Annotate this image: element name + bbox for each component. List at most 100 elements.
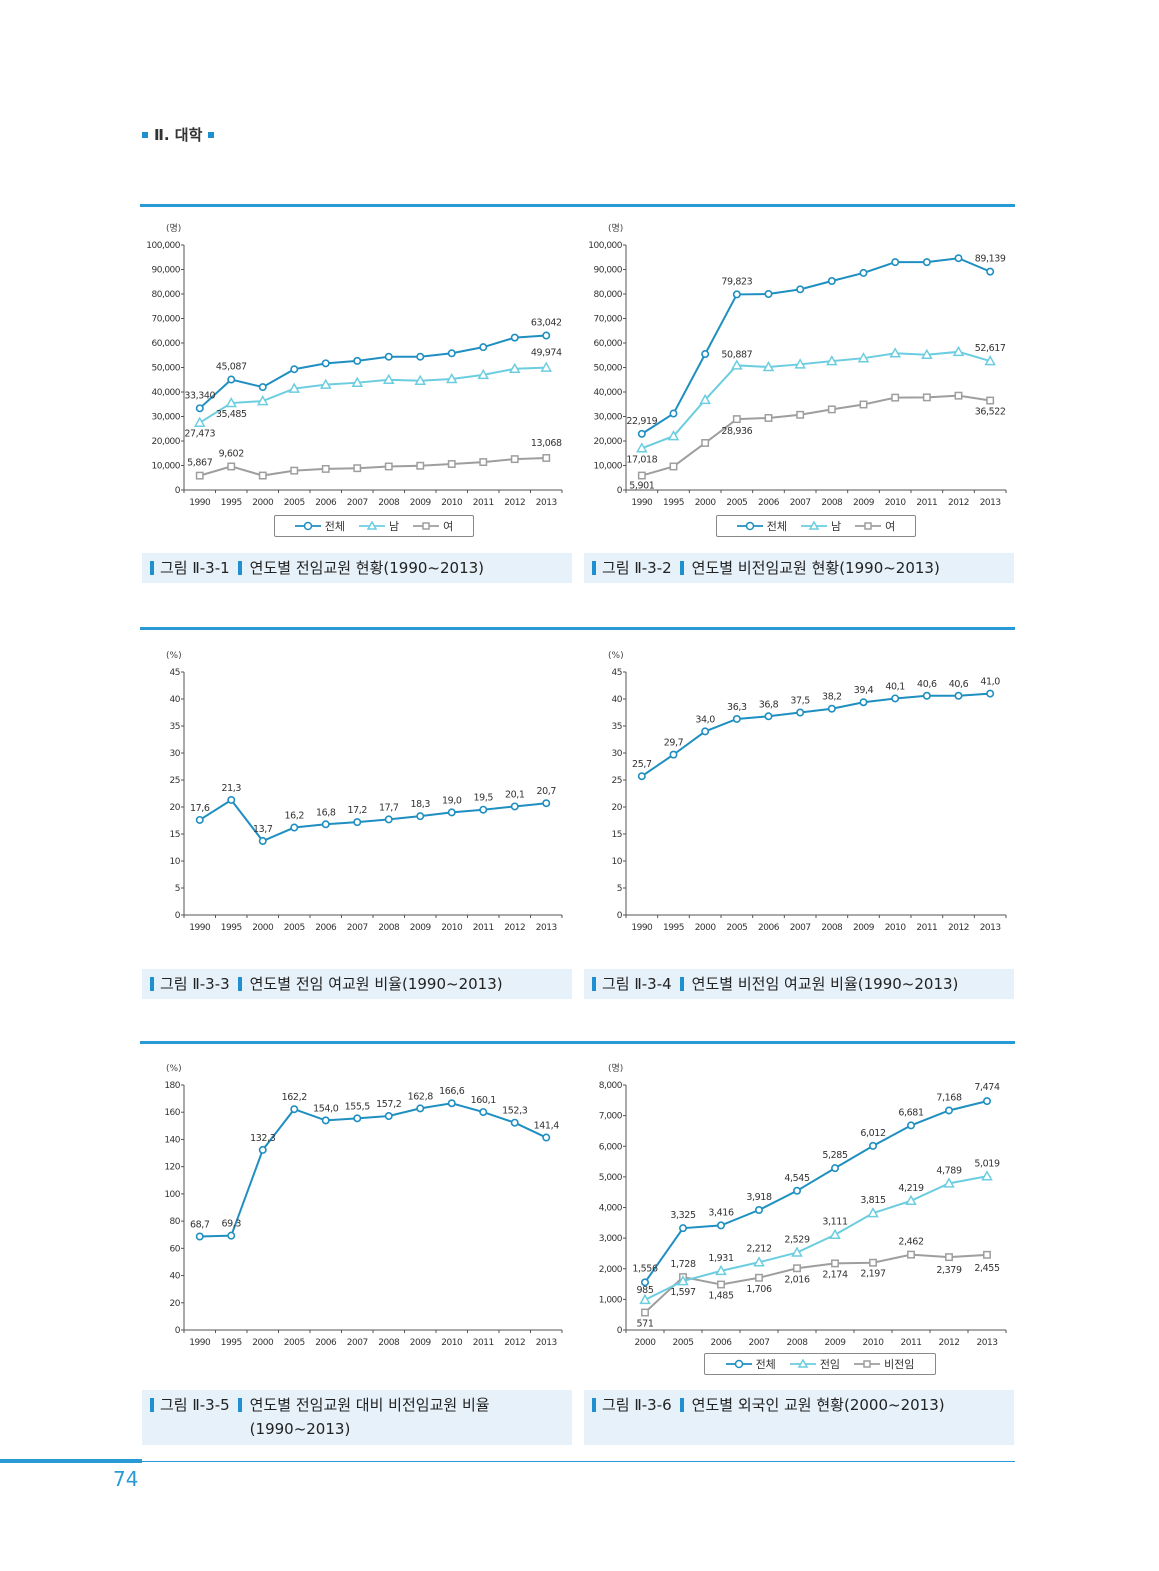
data-label: 36,522 [975, 407, 1006, 418]
data-point [321, 820, 330, 829]
y-tick-label: 50,000 [594, 364, 623, 374]
series-line [644, 1175, 988, 1301]
y-tick-label: 0 [175, 911, 181, 921]
x-tick-label: 2010 [863, 1338, 885, 1348]
x-tick-label: 2011 [916, 498, 937, 508]
x-tick-label: 2012 [504, 923, 525, 933]
chart-fig2: (명) 0 10,000 20,000 30,000 40,000 50,000 60,000… [588, 223, 1007, 508]
data-point [353, 464, 362, 473]
legend-item: 전체 [294, 518, 345, 534]
data-point [290, 823, 299, 832]
data-label: 68,7 [190, 1219, 210, 1230]
data-point [859, 400, 868, 409]
x-tick-label: 2011 [901, 1338, 922, 1348]
chart-panel-fig5: (%) 0 20 40 60 80 100 120 140 160 180 1990 1995 2000 2… [140, 1054, 570, 1354]
data-label: 1,728 [670, 1259, 696, 1270]
data-label: 49,974 [531, 348, 562, 359]
y-tick-label: 40 [170, 695, 181, 705]
data-point [717, 1280, 725, 1289]
series-line [641, 394, 991, 477]
data-label: 50,887 [721, 349, 752, 360]
y-tick-label: 180 [164, 1081, 180, 1091]
x-tick-label: 2010 [885, 923, 907, 933]
data-point [905, 1194, 917, 1206]
data-label: 63,042 [531, 318, 562, 329]
series-line [641, 692, 991, 778]
y-tick-label: 80,000 [152, 290, 181, 300]
y-tick-label: 120 [164, 1163, 180, 1173]
legend-item: 전체 [736, 518, 787, 534]
y-tick-label: 140 [164, 1135, 180, 1145]
caption-bar-icon [150, 977, 154, 991]
legend-label: 비전임 [884, 1358, 915, 1371]
data-label: 2,174 [822, 1269, 848, 1280]
unit-label: (%) [608, 651, 624, 661]
data-point [983, 1250, 991, 1259]
y-tick-label: 20 [170, 1299, 181, 1309]
data-label: 2,455 [974, 1263, 1000, 1274]
triangle-marker-icon [359, 521, 385, 530]
y-tick-label: 40 [170, 1272, 181, 1282]
data-label: 155,5 [345, 1101, 371, 1112]
data-label: 19,0 [442, 795, 462, 806]
caption-bar-icon [679, 977, 684, 991]
y-tick-label: 100 [164, 1190, 180, 1200]
chart-fig6: (명) 0 1,000 2,000 3,000 4,000 5,000 6,000 7,000 8… [599, 1063, 1007, 1348]
data-label: 1,706 [746, 1284, 772, 1295]
data-point [982, 1097, 991, 1106]
y-tick-label: 5,000 [599, 1173, 623, 1183]
y-tick-label: 70,000 [152, 315, 181, 325]
data-point [796, 410, 805, 419]
data-point [542, 1133, 551, 1142]
caption-label: 그림 Ⅱ-3-2 [602, 559, 672, 577]
data-label: 1,485 [708, 1291, 734, 1302]
data-point [981, 1170, 993, 1181]
data-label: 152,3 [502, 1106, 528, 1117]
data-label: 40,6 [917, 679, 937, 690]
y-tick-label: 0 [175, 1326, 181, 1336]
chart-panel-fig1: (명) 0 10,000 20,000 30,000 40,000 50,000 60,000… [140, 218, 570, 548]
x-tick-label: 2012 [939, 1338, 960, 1348]
y-tick-label: 10 [612, 857, 623, 867]
data-label: 4,545 [784, 1173, 810, 1184]
x-tick-label: 2013 [980, 923, 1001, 933]
y-tick-label: 1,000 [599, 1295, 623, 1305]
data-point [922, 691, 931, 700]
y-tick-label: 30,000 [594, 413, 623, 423]
data-label: 162,8 [408, 1091, 434, 1102]
data-point [921, 348, 933, 360]
x-tick-label: 2007 [347, 1338, 368, 1348]
data-point [791, 1246, 803, 1257]
data-label: 13,7 [253, 824, 273, 835]
data-point [542, 454, 551, 462]
section-title: Ⅱ. 대학 [154, 126, 203, 144]
data-point [447, 1099, 456, 1108]
data-point [193, 416, 206, 427]
y-tick-label: 8,000 [599, 1081, 623, 1091]
legend-label: 여 [443, 520, 454, 533]
y-tick-label: 30,000 [152, 413, 181, 423]
data-point [321, 464, 330, 473]
caption-bar-icon [150, 1398, 154, 1412]
data-point [510, 1118, 519, 1127]
data-label: 2,379 [936, 1265, 962, 1276]
y-tick-label: 35 [170, 722, 180, 732]
figure-caption: 그림 Ⅱ-3-6 연도별 외국인 교원 현황(2000~2013) [584, 1390, 1014, 1445]
x-tick-label: 2013 [980, 498, 1001, 508]
x-tick-label: 2000 [252, 1338, 274, 1348]
data-label: 162,2 [282, 1092, 308, 1103]
series-line [641, 350, 991, 450]
legend-label: 남 [831, 520, 842, 533]
data-point [321, 359, 330, 368]
chart-fig1: (명) 0 10,000 20,000 30,000 40,000 50,000 60,000… [146, 223, 563, 508]
data-label: 28,936 [721, 426, 752, 437]
data-point [540, 361, 553, 372]
x-tick-label: 2008 [378, 923, 400, 933]
x-tick-label: 2007 [790, 498, 811, 508]
x-tick-label: 2005 [673, 1338, 694, 1348]
y-tick-label: 0 [617, 911, 623, 921]
legend-fig1: 전체 남 여 [274, 515, 474, 537]
data-label: 160,1 [471, 1095, 497, 1106]
x-tick-label: 2013 [536, 923, 557, 933]
x-tick-label: 2005 [726, 498, 747, 508]
